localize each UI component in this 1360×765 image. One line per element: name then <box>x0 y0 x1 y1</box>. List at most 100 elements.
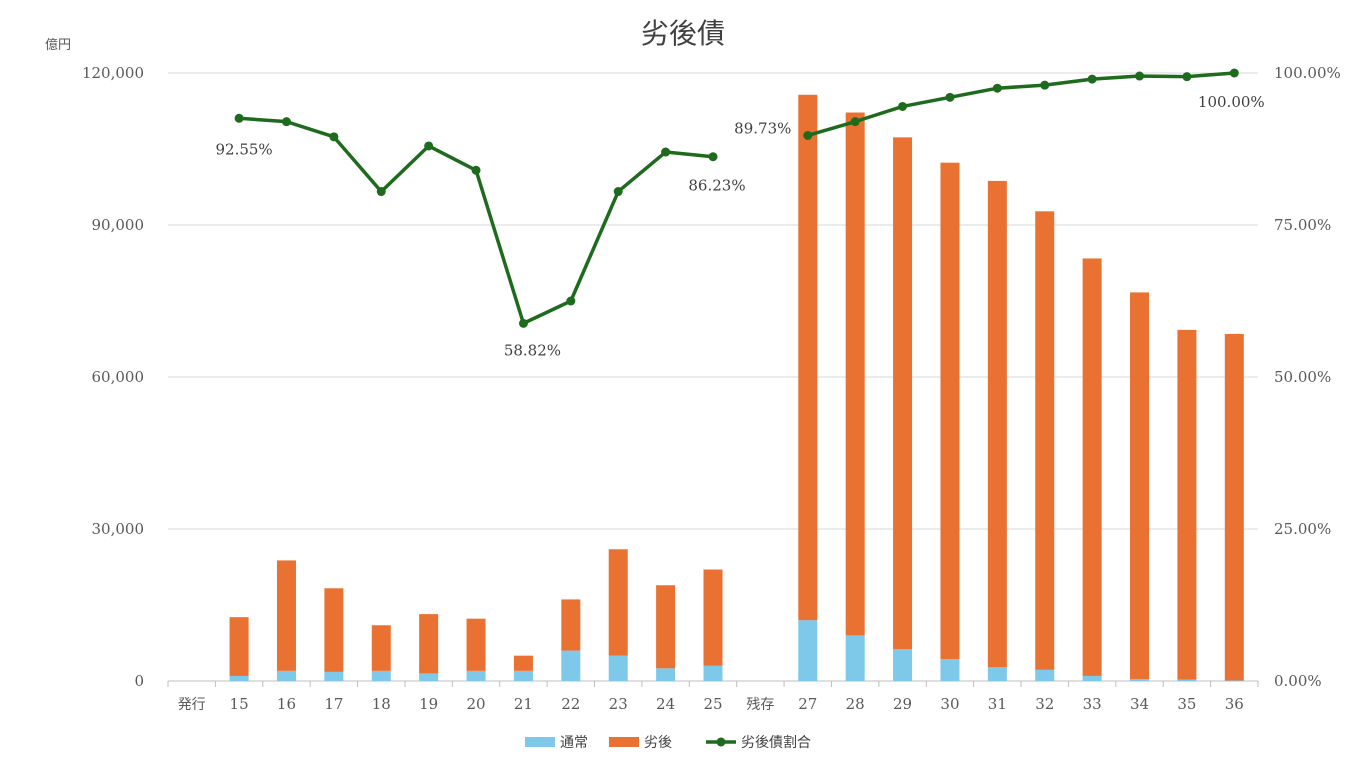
x-axis: 発行 15 16 17 18 19 20 21 22 23 24 25 残存 27 28 29 30 31 32 33… <box>178 695 1244 713</box>
bar-subordinated <box>1130 292 1150 679</box>
ratio-point <box>898 101 908 111</box>
bar-normal <box>987 667 1007 681</box>
y2-tick-label: 75.00% <box>1274 216 1331 234</box>
ratio-point <box>518 318 528 328</box>
ratio-point <box>281 117 291 127</box>
ratio-point <box>471 165 481 175</box>
legend-swatch-normal <box>525 737 555 747</box>
ratio-point <box>376 187 386 197</box>
data-label: 58.82% <box>504 341 561 359</box>
data-label: 86.23% <box>688 177 745 195</box>
bar-normal <box>419 673 439 681</box>
bar-normal <box>276 670 296 681</box>
y-tick-label: 30,000 <box>92 520 145 538</box>
data-label: 89.73% <box>734 119 791 137</box>
bar-normal <box>703 665 723 681</box>
bar-subordinated <box>703 569 723 666</box>
bar-subordinated <box>419 614 439 674</box>
x-tick-label: 35 <box>1177 695 1196 713</box>
bar-normal <box>1177 679 1197 681</box>
x-tick-label: 21 <box>514 695 533 713</box>
bar-subordinated <box>229 617 249 676</box>
legend-label: 通常 <box>560 735 588 751</box>
chart-title: 劣後債 <box>641 17 725 50</box>
gridlines <box>167 72 1259 687</box>
ratio-point <box>329 132 339 142</box>
y2-tick-label: 0.00% <box>1274 672 1322 690</box>
y2-tick-label: 50.00% <box>1274 368 1331 386</box>
x-tick-label: 33 <box>1083 695 1102 713</box>
bars <box>229 94 1244 681</box>
legend-swatch-subordinated <box>609 737 639 747</box>
ratio-line <box>234 68 1239 328</box>
y-tick-label: 0 <box>134 672 144 690</box>
ratio-point <box>234 113 244 123</box>
x-tick-label: 28 <box>846 695 865 713</box>
x-tick-label: 30 <box>940 695 959 713</box>
x-tick-label: 残存 <box>746 697 774 713</box>
y-axis-right: 0.00% 25.00% 50.00% 75.00% 100.00% <box>1274 64 1341 690</box>
x-tick-label: 19 <box>419 695 438 713</box>
ratio-line-segment <box>807 71 1235 138</box>
x-tick-label: 29 <box>893 695 912 713</box>
ratio-point <box>566 296 576 306</box>
y2-tick-label: 100.00% <box>1274 64 1341 82</box>
ratio-point <box>613 187 623 197</box>
x-tick-label: 発行 <box>178 697 206 713</box>
bar-normal <box>229 675 249 681</box>
ratio-point <box>708 152 718 162</box>
bar-normal <box>940 659 960 681</box>
x-tick-label: 15 <box>230 695 249 713</box>
bar-subordinated <box>466 618 486 671</box>
bar-subordinated <box>608 549 628 656</box>
bar-subordinated <box>798 94 818 621</box>
ratio-point <box>661 147 671 157</box>
bar-subordinated <box>371 625 391 671</box>
legend: 通常 劣後 劣後債割合 <box>525 734 811 751</box>
bar-normal <box>466 670 486 681</box>
x-tick-label: 20 <box>466 695 485 713</box>
x-tick-label: 18 <box>372 695 391 713</box>
data-label: 92.55% <box>215 140 272 158</box>
ratio-point <box>1229 68 1239 78</box>
x-tick-label: 32 <box>1035 695 1054 713</box>
ratio-point <box>1040 80 1050 90</box>
x-tick-label: 34 <box>1130 695 1149 713</box>
bar-subordinated <box>940 162 960 660</box>
bar-subordinated <box>1035 211 1055 670</box>
bar-subordinated <box>1082 258 1102 676</box>
y2-tick-label: 25.00% <box>1274 520 1331 538</box>
x-tick-label: 31 <box>988 695 1007 713</box>
bar-subordinated <box>276 560 296 671</box>
bar-subordinated <box>561 599 581 651</box>
ratio-point <box>850 117 860 127</box>
y-tick-label: 90,000 <box>92 216 145 234</box>
bar-normal <box>656 668 676 681</box>
bar-normal <box>1224 680 1244 681</box>
ratio-point <box>945 92 955 102</box>
bar-normal <box>371 670 391 681</box>
ratio-point <box>992 83 1002 93</box>
bar-subordinated <box>893 137 913 650</box>
bar-subordinated <box>845 112 865 636</box>
x-tick-label: 25 <box>703 695 722 713</box>
x-tick-label: 36 <box>1225 695 1244 713</box>
bar-normal <box>1035 669 1055 681</box>
x-tick-label: 22 <box>561 695 580 713</box>
bar-subordinated <box>1224 333 1244 681</box>
bar-normal <box>798 620 818 681</box>
bar-normal <box>513 670 533 681</box>
y-tick-label: 120,000 <box>82 64 144 82</box>
bar-normal <box>324 671 344 681</box>
legend-label: 劣後 <box>644 735 672 751</box>
data-label: 100.00% <box>1198 93 1265 111</box>
bar-subordinated <box>987 180 1007 668</box>
bar-normal <box>845 635 865 681</box>
ratio-point <box>424 141 434 151</box>
x-tick-label: 17 <box>324 695 343 713</box>
x-tick-label: 23 <box>609 695 628 713</box>
bar-normal <box>1130 678 1150 681</box>
y-axis-unit: 億円 <box>45 37 71 53</box>
ratio-line-segment <box>238 116 714 326</box>
